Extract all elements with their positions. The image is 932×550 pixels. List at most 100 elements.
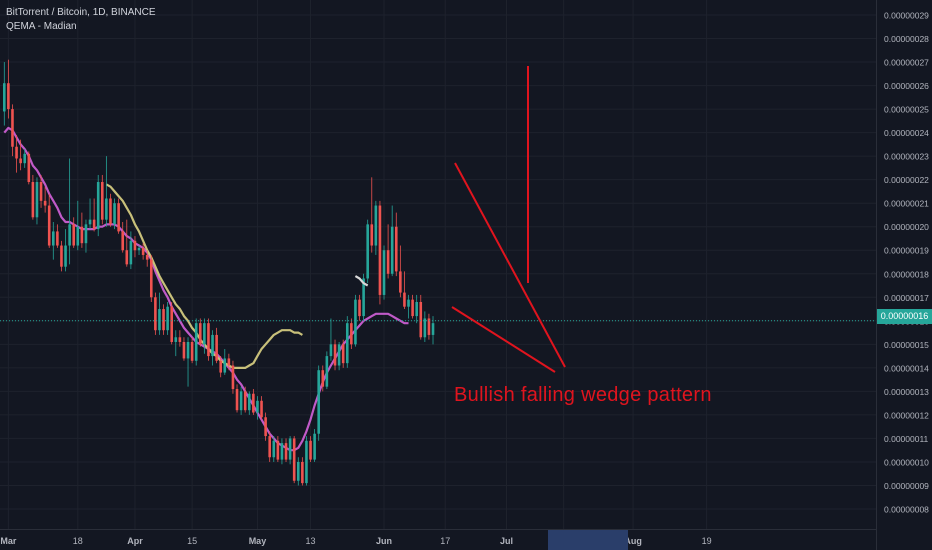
candle-body — [329, 344, 333, 357]
candle — [154, 292, 157, 335]
candle-body — [264, 417, 267, 437]
candle — [39, 174, 43, 208]
candle-body — [121, 231, 125, 251]
candle — [288, 436, 292, 465]
candle — [366, 219, 369, 284]
candle — [431, 316, 435, 345]
candle-body — [227, 358, 231, 366]
candle — [292, 436, 296, 484]
candle-body — [260, 400, 263, 418]
candle — [370, 177, 374, 253]
candle-body — [84, 224, 88, 244]
candle-body — [19, 158, 22, 164]
candle-body — [31, 182, 35, 218]
candle-body — [11, 109, 14, 147]
candle — [198, 318, 202, 347]
candle — [272, 436, 276, 462]
candle-body — [419, 301, 423, 338]
candle-body — [125, 250, 129, 265]
last-price-badge: 0.00000016 — [877, 309, 932, 324]
y-tick-label: 0.00000019 — [884, 246, 929, 256]
candle-body — [166, 306, 169, 331]
candle — [219, 356, 222, 378]
x-tick-label: 19 — [702, 536, 712, 546]
y-tick-label: 0.00000028 — [884, 34, 929, 44]
candle-body — [113, 203, 116, 225]
candle — [325, 351, 329, 390]
candle-body — [252, 393, 255, 413]
candle — [96, 174, 100, 237]
candle — [92, 198, 96, 232]
candle-body — [186, 341, 190, 359]
candle — [394, 212, 398, 277]
candle-body — [345, 323, 349, 364]
candle — [174, 330, 178, 357]
candle — [190, 337, 194, 364]
candle-body — [362, 278, 365, 317]
candle-body — [247, 393, 251, 411]
candle-body — [211, 334, 214, 357]
candle — [80, 212, 84, 248]
candle — [51, 222, 55, 260]
y-tick-label: 0.00000017 — [884, 293, 929, 303]
candle-body — [341, 344, 345, 364]
indicator-title[interactable]: QEMA - Madian — [6, 21, 77, 32]
candle-body — [337, 344, 341, 366]
x-axis-highlight — [548, 530, 628, 550]
candle — [105, 156, 108, 227]
candle-body — [7, 83, 10, 110]
y-tick-label: 0.00000024 — [884, 128, 929, 138]
candle-body — [219, 360, 222, 373]
candle — [68, 158, 71, 265]
candle — [378, 200, 382, 305]
candle — [35, 177, 39, 225]
candle — [88, 198, 92, 230]
candle — [419, 294, 423, 340]
candle-body — [72, 224, 76, 246]
candle-body — [23, 153, 27, 164]
candle — [321, 365, 325, 392]
candle — [227, 353, 231, 371]
candle-body — [190, 341, 194, 361]
candle — [125, 219, 129, 267]
candle-body — [370, 224, 374, 246]
candle-body — [35, 182, 39, 218]
candle-body — [321, 370, 325, 387]
candle — [309, 436, 312, 462]
candle — [3, 62, 6, 126]
candle-body — [239, 391, 243, 411]
candle — [43, 186, 47, 213]
candle-body — [382, 250, 386, 295]
candle-body — [350, 323, 353, 345]
wedge-drawings — [451, 66, 566, 373]
candle-body — [256, 400, 259, 413]
candle-body — [158, 309, 161, 331]
candle-body — [403, 292, 406, 307]
candle — [7, 59, 10, 119]
candle-body — [88, 219, 92, 225]
candle — [415, 294, 418, 324]
candle — [358, 294, 361, 321]
candle-body — [162, 309, 165, 331]
candle — [317, 365, 320, 441]
candle — [374, 200, 378, 255]
candle-body — [129, 240, 133, 265]
y-tick-label: 0.00000021 — [884, 199, 929, 209]
candle-body — [366, 224, 369, 279]
candle — [203, 318, 206, 354]
y-tick-label: 0.00000027 — [884, 58, 929, 68]
candle-body — [207, 323, 210, 357]
candle-body — [182, 341, 186, 359]
candle-body — [386, 250, 390, 274]
candle — [280, 438, 284, 465]
candle-body — [305, 440, 308, 484]
candle-body — [51, 231, 55, 246]
candle — [235, 384, 239, 413]
candle-body — [117, 203, 120, 232]
candle — [354, 294, 357, 347]
candle-body — [92, 219, 96, 230]
candle-body — [390, 226, 394, 274]
candle-body — [198, 323, 202, 345]
